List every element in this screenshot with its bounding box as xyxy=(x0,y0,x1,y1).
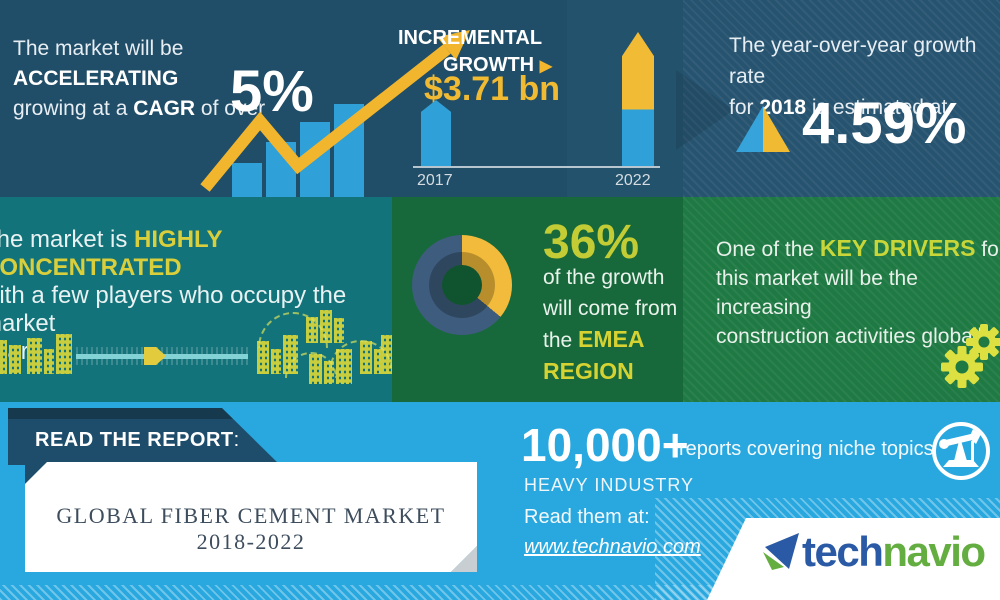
text-run: will come from xyxy=(543,297,678,320)
cagr-keyword: CAGR xyxy=(133,97,196,120)
accelerating-statement: The market will be ACCELERATING growing … xyxy=(13,34,343,124)
page-fold-icon xyxy=(451,546,477,572)
text-run: : xyxy=(233,429,240,451)
text-run: growing at a xyxy=(13,97,134,120)
logo-panel xyxy=(707,518,1000,600)
building-icon xyxy=(271,349,281,374)
text-run: INCREMENTAL xyxy=(398,27,543,49)
report-title: GLOBAL FIBER CEMENT MARKET 2018-2022 xyxy=(56,503,446,554)
technavio-url-link[interactable]: www.technavio.com xyxy=(524,536,701,558)
bar-2017 xyxy=(421,100,451,166)
text-run: of over xyxy=(195,97,266,120)
building-icon xyxy=(56,334,72,374)
text-run: for xyxy=(729,96,760,119)
bar-label-2022: 2022 xyxy=(615,172,651,189)
incremental-growth-label: INCREMENTAL GROWTH ▶ xyxy=(398,25,552,80)
mini-chart-axis xyxy=(413,166,660,168)
emea-statement: of the growth will come from the EMEA RE… xyxy=(543,262,693,388)
text-run: GROWTH xyxy=(443,54,535,76)
report-count-desc: reports covering niche topics xyxy=(679,438,934,460)
emea-share-value: 36% xyxy=(543,216,640,269)
text-run: One of the xyxy=(716,238,820,261)
oil-pump-icon xyxy=(932,422,990,480)
technavio-logo-icon xyxy=(763,533,799,570)
technavio-logo-text: technavio xyxy=(802,528,986,576)
bar-2022 xyxy=(622,32,654,166)
emea-keyword: EMEA xyxy=(578,326,645,352)
text-run: the xyxy=(543,329,579,352)
building-icon xyxy=(0,340,7,374)
panel-key-drivers xyxy=(683,197,1000,402)
cagr-value: 5% xyxy=(230,59,314,124)
transfer-arrow-icon xyxy=(144,347,166,365)
read-them-label: Read them at: xyxy=(524,506,650,528)
incremental-growth-value: $3.71 bn xyxy=(424,70,561,108)
building-icon xyxy=(257,341,269,374)
text-run: The market is xyxy=(0,226,128,253)
yoy-statement: The year-over-year growth rate for 2018 … xyxy=(729,30,1000,123)
accelerating-keyword: ACCELERATING xyxy=(13,67,179,90)
text-run: for xyxy=(981,238,1000,261)
logo-tech: tech xyxy=(802,528,884,575)
key-drivers-statement: One of the KEY DRIVERS for this market w… xyxy=(716,234,1000,351)
donut-hole xyxy=(442,265,482,305)
pointer-icon: ▶ xyxy=(539,58,552,75)
read-report-banner: READ THE REPORT: xyxy=(8,408,280,465)
report-card: GLOBAL FIBER CEMENT MARKET 2018-2022 xyxy=(25,462,477,572)
year-keyword: 2018 xyxy=(759,96,807,119)
building-icon xyxy=(44,349,54,374)
concentrated-keyword: HIGHLY CONCENTRATED xyxy=(0,226,223,281)
text-run: The year-over-year growth rate xyxy=(729,34,977,88)
text-run: The market will be xyxy=(13,37,184,60)
gears-icon xyxy=(941,324,1000,388)
emea-donut-chart xyxy=(412,235,512,335)
growth-arrow-icon xyxy=(200,30,470,192)
text-run: construction activities globally xyxy=(716,325,993,348)
building-icon xyxy=(334,318,344,343)
key-drivers-keyword: KEY DRIVERS xyxy=(819,235,976,261)
building-icon xyxy=(9,345,21,374)
text-run: of the growth xyxy=(543,266,665,289)
industry-label: HEAVY INDUSTRY xyxy=(524,475,695,495)
yoy-value: 4.59% xyxy=(802,91,967,156)
panel-yoy-growth xyxy=(683,0,1000,197)
region-keyword: REGION xyxy=(543,358,634,384)
read-report-label: READ THE REPORT xyxy=(35,429,234,451)
trend-bar-1 xyxy=(232,163,262,197)
bar-label-2017: 2017 xyxy=(417,172,453,189)
growth-triangle-icon xyxy=(736,106,790,152)
report-count: 10,000+ xyxy=(521,419,689,471)
text-run: with a few players who occupy the market xyxy=(0,282,347,337)
building-icon xyxy=(27,338,42,374)
text-run: is estimated at xyxy=(806,96,948,119)
logo-navio: navio xyxy=(882,528,986,575)
text-run: this market will be the increasing xyxy=(716,267,918,319)
